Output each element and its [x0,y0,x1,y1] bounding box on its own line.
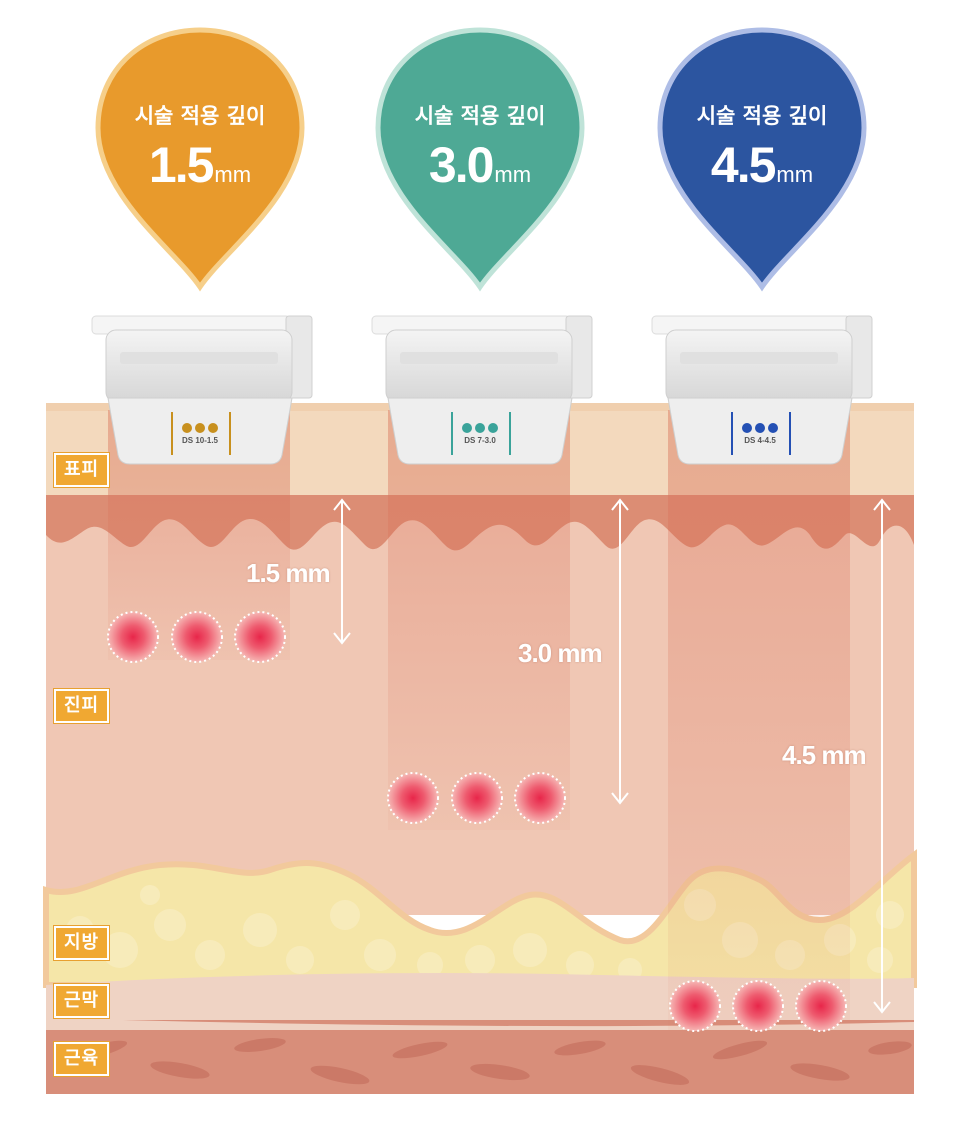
label-dermis: 진피 [54,689,110,723]
cartridge-1 [91,315,313,465]
pin-1-unit: mm [214,162,252,187]
pin-1-title: 시술 적용 깊이 [134,104,266,128]
focal-points-4.5mm [669,980,847,1032]
label-epidermis: 표피 [54,453,110,487]
cartridge-2-label: DS 7-3.0 [464,436,496,445]
pin-1-number: 1.5 [148,137,215,193]
focal-points-3.0mm [387,772,566,824]
pin-3-value: 4.5mm [662,136,862,194]
pin-2-number: 3.0 [428,137,495,193]
cartridge-3-label: DS 4-4.5 [744,436,776,445]
depth-label-1: 1.5 mm [246,558,331,588]
pin-3-unit: mm [776,162,814,187]
pin-3-title: 시술 적용 깊이 [696,104,828,128]
pin-2-title: 시술 적용 깊이 [414,104,546,128]
label-fascia: 근막 [54,984,110,1018]
cartridge-2 [371,315,593,465]
pin-marker-1 [95,27,305,292]
pin-marker-2 [375,27,585,292]
label-fat: 지방 [54,926,110,960]
pin-marker-3 [657,27,867,292]
depth-arrow-1 [333,498,351,645]
focal-points-1.5mm [107,611,286,663]
cartridge-1-label: DS 10-1.5 [181,436,219,445]
pin-2-value: 3.0mm [380,136,580,194]
energy-beam-2 [388,410,570,830]
pin-1-value: 1.5mm [100,136,300,194]
label-muscle: 근육 [54,1042,110,1076]
depth-arrow-3 [873,498,891,1014]
cartridge-3 [651,315,873,465]
depth-arrow-2 [611,498,629,805]
pin-2-unit: mm [494,162,532,187]
depth-label-2: 3.0 mm [518,638,603,668]
energy-beam-3 [668,410,850,1030]
pin-3-number: 4.5 [710,137,777,193]
depth-label-3: 4.5 mm [782,740,867,770]
muscle-layer [46,1020,914,1094]
